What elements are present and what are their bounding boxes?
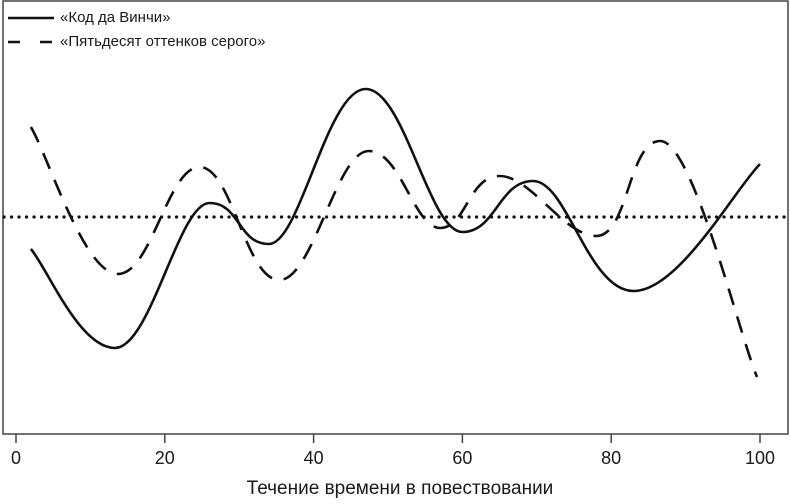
legend-item-fifty-shades: «Пятьдесят оттенков серого» xyxy=(8,30,265,54)
legend-label: «Код да Винчи» xyxy=(60,9,171,26)
legend-item-da-vinci-code: «Код да Винчи» xyxy=(8,6,265,30)
x-tick-label: 20 xyxy=(154,448,175,468)
legend: «Код да Винчи» «Пятьдесят оттенков серог… xyxy=(8,6,265,54)
x-tick-label: 60 xyxy=(452,448,473,468)
series-fifty-shades-line xyxy=(29,126,759,378)
dashed-line-swatch-icon xyxy=(8,40,54,44)
x-tick-label: 80 xyxy=(601,448,622,468)
x-axis-ticks xyxy=(15,434,761,443)
x-tick-label: 0 xyxy=(10,448,22,468)
x-tick-label: 40 xyxy=(303,448,324,468)
solid-line-swatch-icon xyxy=(8,16,54,20)
x-tick-label: 100 xyxy=(744,448,776,468)
series-da-vinci-code-line xyxy=(29,87,761,350)
x-axis-label: Течение времени в повествовании xyxy=(246,478,554,499)
legend-label: «Пятьдесят оттенков серого» xyxy=(60,33,266,50)
